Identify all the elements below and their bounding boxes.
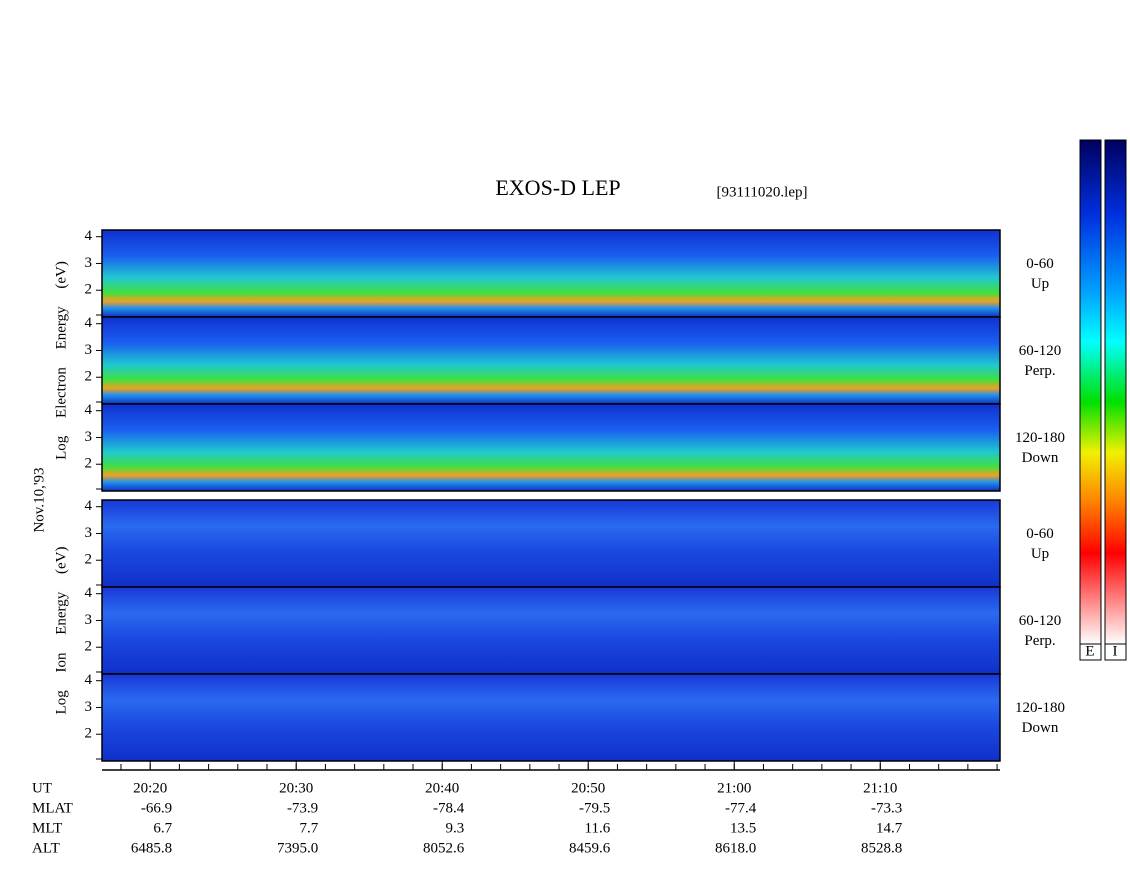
- y-tick-label: 3: [85, 525, 93, 541]
- ephemeris-value: -79.5: [579, 800, 610, 816]
- y-tick-label: 4: [85, 315, 93, 331]
- x-tick-label: 21:10: [863, 780, 897, 796]
- ephemeris-value: -78.4: [433, 800, 465, 816]
- ephemeris-value: -73.9: [287, 800, 318, 816]
- y-tick-label: 2: [85, 369, 93, 385]
- row-name: ALT: [32, 840, 60, 856]
- ephemeris-value: 11.6: [585, 820, 611, 836]
- ephemeris-value: 8528.8: [861, 840, 902, 856]
- y-tick-label: 2: [85, 282, 93, 298]
- row-name: MLAT: [32, 800, 73, 816]
- y-tick-label: 3: [85, 612, 93, 628]
- colorbar-box: [1104, 643, 1127, 661]
- direction: Down: [1022, 720, 1059, 736]
- ephemeris-value: 14.7: [876, 820, 903, 836]
- x-tick-label: 21:00: [717, 780, 751, 796]
- file-name: [93111020.lep]: [717, 184, 808, 200]
- y-tick-label: 2: [85, 726, 93, 742]
- ephemeris-value: 7395.0: [277, 840, 318, 856]
- direction: Up: [1031, 546, 1049, 562]
- colorbar-label: I: [1113, 643, 1118, 659]
- y-tick-label: 2: [85, 456, 93, 472]
- y-tick-label: 3: [85, 429, 93, 445]
- ephemeris-value: 8459.6: [569, 840, 611, 856]
- ephemeris-value: 6.7: [153, 820, 172, 836]
- x-tick-label: 20:20: [133, 780, 167, 796]
- direction: Up: [1031, 276, 1049, 292]
- spectrogram-panel: [101, 403, 1001, 492]
- y-tick-label: 4: [85, 585, 93, 601]
- ephemeris-value: 6485.8: [131, 840, 172, 856]
- x-tick-label: 20:50: [571, 780, 605, 796]
- pitch-angle: 0-60: [1026, 526, 1054, 542]
- y-tick-label: 4: [85, 672, 93, 688]
- ephemeris-value: 9.3: [445, 820, 464, 836]
- pitch-angle: 120-180: [1015, 700, 1065, 716]
- x-tick-label: 20:30: [279, 780, 313, 796]
- ephemeris-value: 8618.0: [715, 840, 756, 856]
- group-label: Log Ion Energy (eV): [53, 547, 69, 715]
- ephemeris-value: 13.5: [730, 820, 756, 836]
- spectrogram-panel: [101, 673, 1001, 762]
- spectrogram-panel: [101, 499, 1001, 588]
- ephemeris-value: -73.3: [871, 800, 902, 816]
- y-tick-label: 3: [85, 255, 93, 271]
- pitch-angle: 120-180: [1015, 430, 1065, 446]
- ephemeris-value: -77.4: [725, 800, 757, 816]
- colorbar-label: E: [1085, 643, 1094, 659]
- y-tick-label: 4: [85, 402, 93, 418]
- spectrogram-panel: [101, 316, 1001, 405]
- y-tick-label: 4: [85, 498, 93, 514]
- spectrogram-panel: [101, 586, 1001, 675]
- group-label: Log Electron Energy (eV): [53, 261, 69, 460]
- y-tick-label: 3: [85, 699, 93, 715]
- direction: Perp.: [1024, 633, 1055, 649]
- y-tick-label: 2: [85, 639, 93, 655]
- y-tick-label: 4: [85, 228, 93, 244]
- pitch-angle: 60-120: [1019, 343, 1062, 359]
- pitch-angle: 0-60: [1026, 256, 1054, 272]
- date: Nov.10,'93: [31, 467, 47, 532]
- x-tick-label: 20:40: [425, 780, 459, 796]
- colorbar-box: [1079, 643, 1102, 661]
- direction: Down: [1022, 450, 1059, 466]
- row-name: MLT: [32, 820, 62, 836]
- y-tick-label: 3: [85, 342, 93, 358]
- ephemeris-value: 7.7: [299, 820, 318, 836]
- title: EXOS-D LEP: [495, 175, 620, 200]
- colorbar: [1079, 139, 1102, 645]
- colorbar: [1104, 139, 1127, 645]
- direction: Perp.: [1024, 363, 1055, 379]
- colorbars: E I: [1079, 139, 1127, 661]
- ephemeris-value: 8052.6: [423, 840, 465, 856]
- y-tick-label: 2: [85, 552, 93, 568]
- ephemeris-value: -66.9: [141, 800, 172, 816]
- pitch-angle: 60-120: [1019, 613, 1062, 629]
- row-name: UT: [32, 780, 52, 796]
- spectrogram-panel: [101, 229, 1001, 318]
